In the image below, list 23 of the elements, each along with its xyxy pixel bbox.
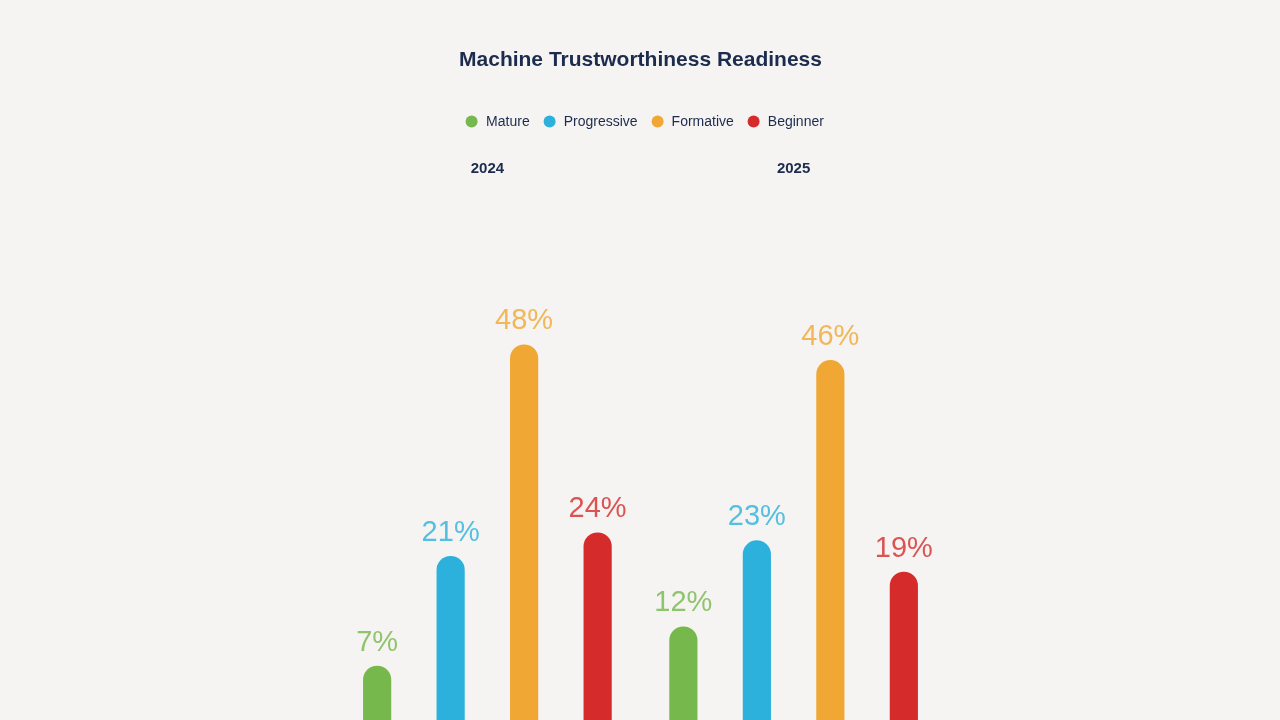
data-label: 48% (495, 303, 554, 336)
data-label: 19% (874, 530, 933, 563)
data-label: 7% (356, 624, 399, 657)
x-tick-label: 2024 (470, 158, 505, 176)
bar (669, 626, 698, 720)
bar (889, 571, 918, 720)
bar (510, 344, 539, 720)
data-label: 46% (801, 319, 860, 352)
bar (436, 555, 465, 720)
data-label: 21% (421, 514, 480, 547)
data-label: 23% (727, 499, 786, 532)
bar (816, 360, 845, 720)
x-tick-label: 2025 (776, 158, 811, 176)
chart-title: Machine Trustworthiness Readiness (459, 46, 822, 70)
bar (363, 665, 392, 720)
data-label: 12% (654, 585, 713, 618)
legend-label: Progressive (563, 113, 638, 129)
legend-label: Beginner (767, 113, 824, 129)
bar (583, 532, 612, 720)
bar (742, 540, 771, 720)
legend-label: Formative (671, 113, 734, 129)
data-label: 24% (568, 491, 627, 524)
legend-label: Mature (486, 113, 530, 129)
